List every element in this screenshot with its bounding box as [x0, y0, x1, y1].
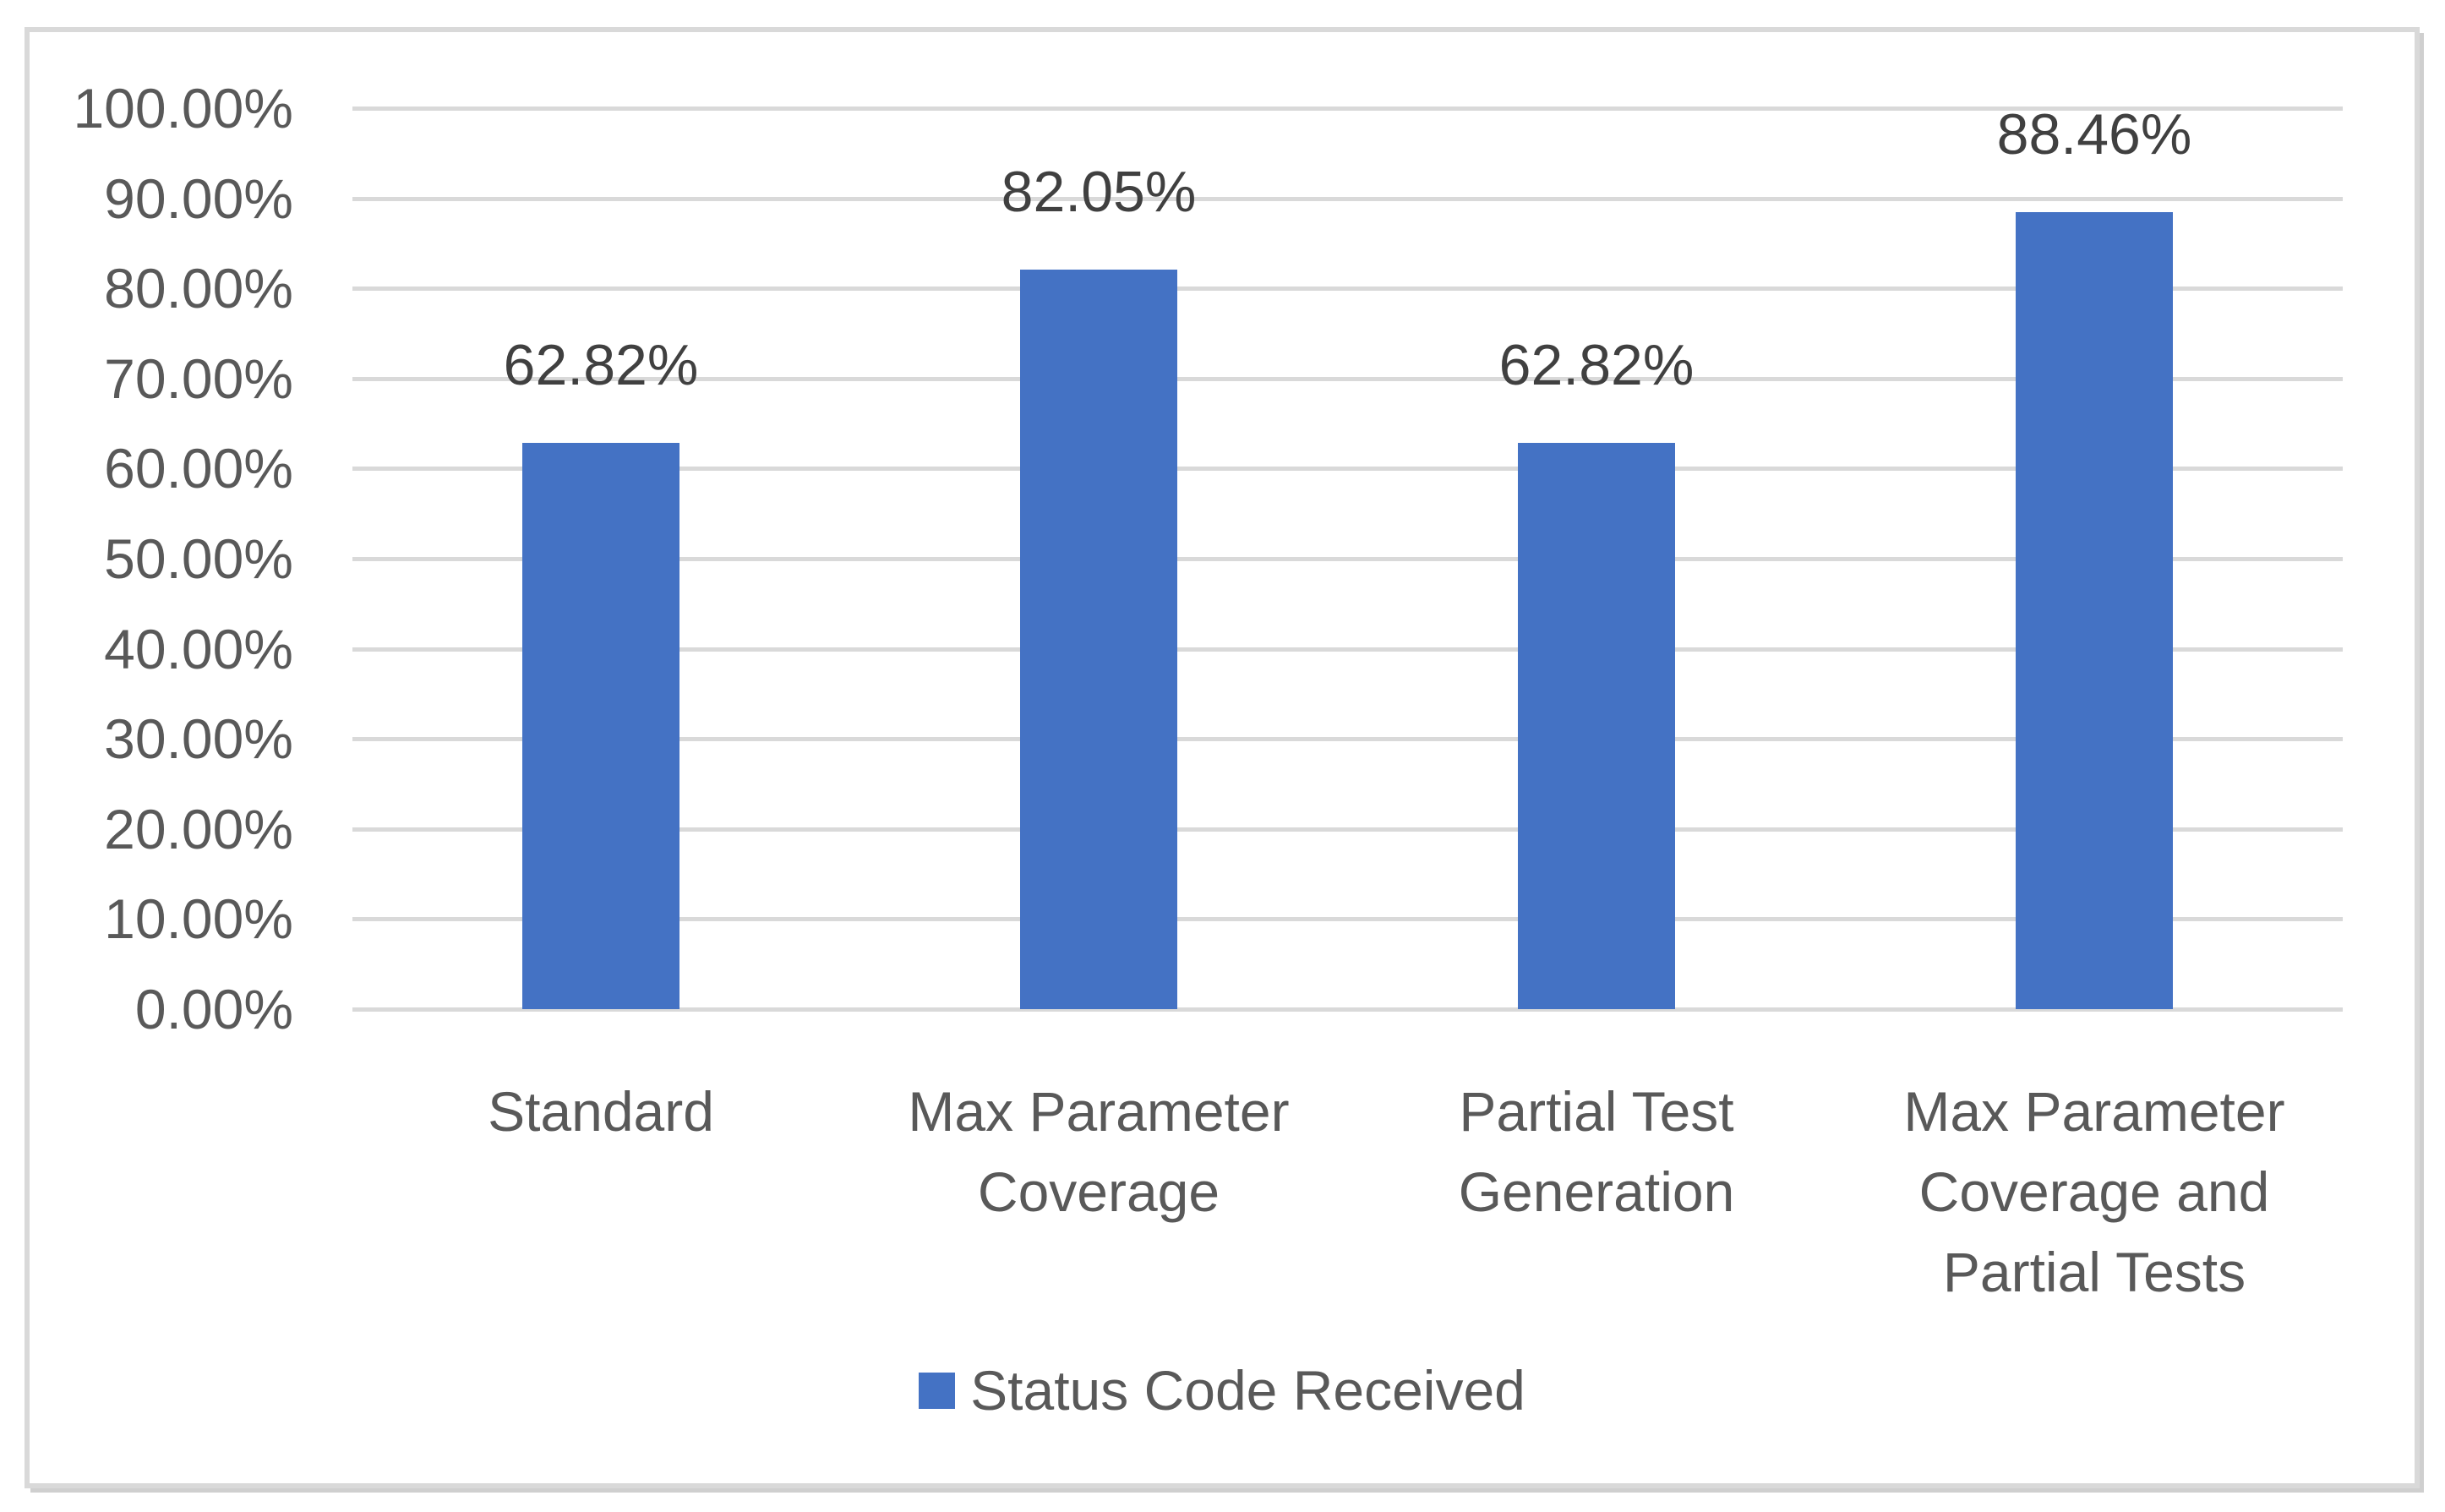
- gridline: [352, 737, 2343, 741]
- gridline: [352, 106, 2343, 111]
- y-tick-label: 30.00%: [104, 707, 293, 770]
- y-tick-label: 80.00%: [104, 257, 293, 319]
- gridline: [352, 287, 2343, 291]
- y-tick-label: 100.00%: [73, 77, 293, 139]
- gridline: [352, 377, 2343, 381]
- data-label: 82.05%: [1001, 160, 1197, 224]
- y-tick-label: 0.00%: [134, 978, 293, 1040]
- bar-max-parameter-coverage-and-partial-tests: [2016, 212, 2173, 1009]
- y-tick-label: 20.00%: [104, 798, 293, 860]
- bar-max-parameter-coverage: [1020, 270, 1177, 1009]
- gridline: [352, 1007, 2343, 1012]
- y-tick-label: 40.00%: [104, 618, 293, 680]
- x-category-label: Partial Test Generation: [1458, 1080, 1735, 1223]
- y-tick-label: 10.00%: [104, 887, 293, 950]
- x-category-label: Max Parameter Coverage and Partial Tests: [1903, 1080, 2285, 1303]
- y-tick-label: 70.00%: [104, 347, 293, 410]
- bar-standard: [522, 443, 679, 1009]
- legend-marker-icon: [919, 1372, 956, 1409]
- y-tick-label: 50.00%: [104, 527, 293, 590]
- data-label: 62.82%: [503, 333, 699, 397]
- legend: Status Code Received: [25, 1352, 2420, 1428]
- data-label: 62.82%: [1498, 333, 1695, 397]
- bar-partial-test-generation: [1518, 443, 1675, 1009]
- gridline: [352, 917, 2343, 921]
- gridline: [352, 467, 2343, 471]
- data-label: 88.46%: [1996, 102, 2192, 166]
- y-tick-label: 90.00%: [104, 167, 293, 230]
- gridline: [352, 197, 2343, 201]
- x-category-label: Max Parameter Coverage: [908, 1080, 1290, 1223]
- x-category-label: Standard: [488, 1080, 714, 1143]
- gridline: [352, 557, 2343, 561]
- gridline: [352, 827, 2343, 832]
- legend-label: Status Code Received: [970, 1359, 1525, 1422]
- y-tick-label: 60.00%: [104, 437, 293, 499]
- gridline: [352, 647, 2343, 652]
